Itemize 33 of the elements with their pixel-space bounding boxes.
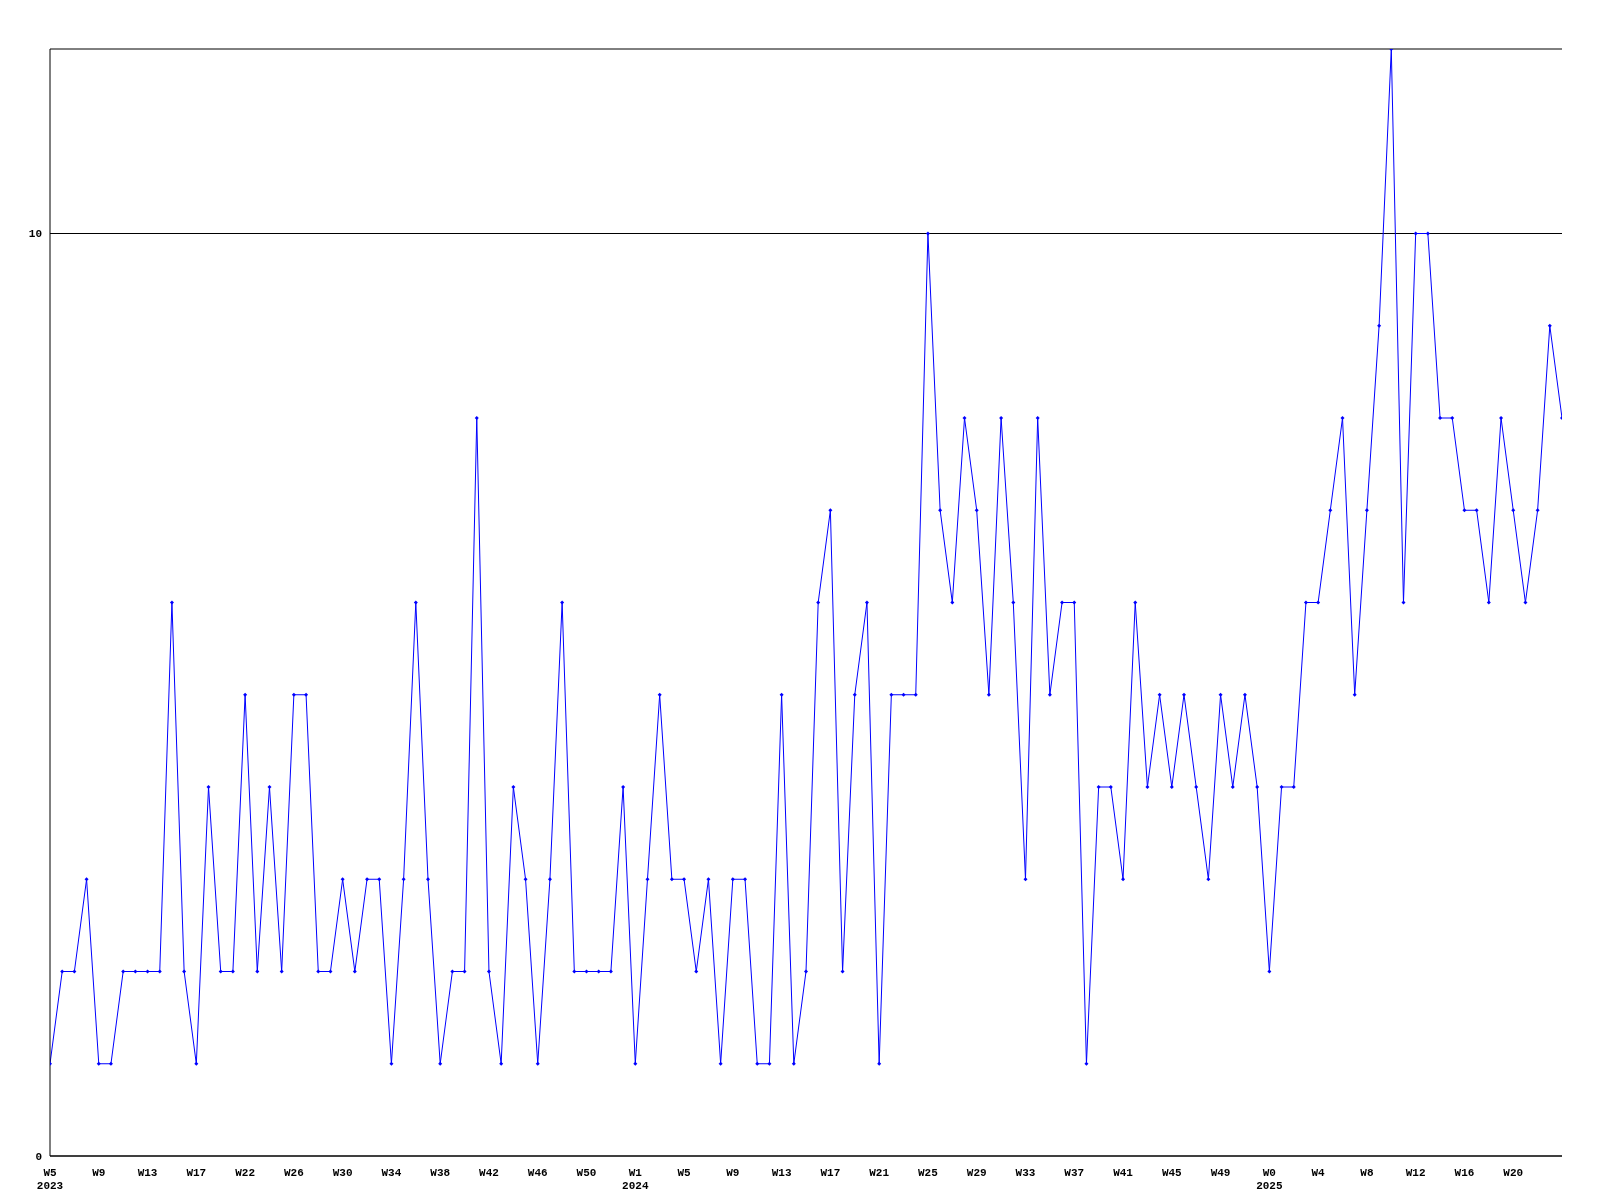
x-tick-label: W5 xyxy=(677,1167,692,1179)
x-tick-label: W9 xyxy=(726,1167,740,1179)
x-tick-label: W4 xyxy=(1311,1167,1326,1179)
x-tick-label: W12 xyxy=(1405,1167,1426,1179)
x-tick-label: W25 xyxy=(918,1167,939,1179)
x-tick-label: W38 xyxy=(430,1167,451,1179)
x-tick-label: W41 xyxy=(1113,1167,1134,1179)
x-tick-label: W8 xyxy=(1360,1167,1374,1179)
x-tick-label: W21 xyxy=(869,1167,890,1179)
x-tick-label: W13 xyxy=(771,1167,792,1179)
x-tick-label: W17 xyxy=(186,1167,207,1179)
y-tick-label: 10 xyxy=(28,228,42,241)
x-tick-label: W13 xyxy=(137,1167,158,1179)
x-tick-label: W0 2025 xyxy=(1256,1167,1283,1192)
x-tick-label: W1 2024 xyxy=(622,1167,649,1192)
x-tick-label: W37 xyxy=(1064,1167,1085,1179)
x-tick-label: W46 xyxy=(527,1167,548,1179)
x-tick-label: W26 xyxy=(283,1167,304,1179)
x-tick-label: W29 xyxy=(966,1167,987,1179)
y-tick-label: 0 xyxy=(35,1150,42,1163)
x-tick-label: W16 xyxy=(1454,1167,1475,1179)
x-tick-label: W49 xyxy=(1210,1167,1231,1179)
x-tick-label: W34 xyxy=(381,1167,402,1179)
x-tick-label: W5 2023 xyxy=(36,1167,64,1192)
x-tick-label: W33 xyxy=(1015,1167,1036,1179)
x-tick-label: W30 xyxy=(332,1167,353,1179)
x-tick-label: W20 xyxy=(1503,1167,1524,1179)
x-tick-label: W42 xyxy=(479,1167,499,1179)
x-tick-label: W22 xyxy=(235,1167,255,1179)
x-tick-label: W17 xyxy=(820,1167,841,1179)
x-tick-label: W50 xyxy=(576,1167,597,1179)
x-tick-label: W9 xyxy=(92,1167,106,1179)
x-tick-label: W45 xyxy=(1161,1167,1183,1179)
